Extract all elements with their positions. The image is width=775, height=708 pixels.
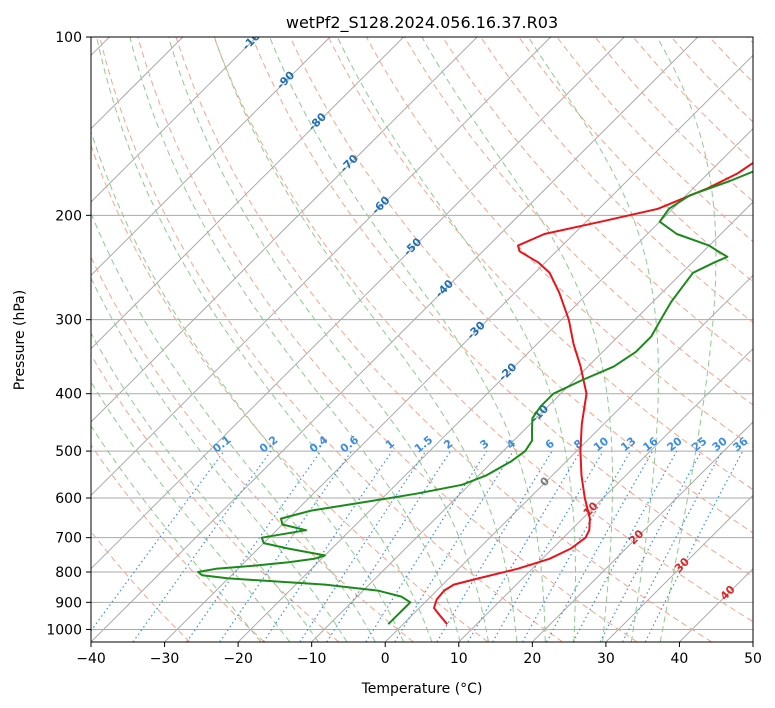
isotherm-line (91, 37, 552, 497)
moist-adiabat-line (91, 277, 348, 642)
y-tick-label: 200 (55, 208, 82, 224)
dry-adiabat-line (251, 37, 753, 578)
x-tick-label: 20 (523, 651, 541, 667)
isotherm-line (91, 37, 331, 277)
moist-adiabat-line (213, 37, 518, 642)
moist-adiabat-line (269, 37, 546, 642)
moist-adiabat-line (91, 425, 262, 642)
y-tick-label: 300 (55, 313, 82, 329)
y-tick-label: 1000 (46, 622, 82, 638)
x-tick-label: 10 (450, 651, 468, 667)
moist-adiabat-line (91, 332, 319, 642)
mixing-ratio-line (365, 450, 488, 642)
y-tick-label: 500 (55, 444, 82, 460)
x-tick-label: −10 (297, 651, 327, 667)
isotherm-line (458, 347, 753, 642)
isotherm-line (605, 494, 753, 642)
moist-adiabat-line (91, 380, 291, 642)
dry-adiabat-line (213, 37, 753, 623)
x-tick-label: −40 (76, 651, 106, 667)
y-tick-label: 600 (55, 491, 82, 507)
dry-adiabat-line (365, 37, 753, 448)
isotherm-line (91, 37, 404, 350)
x-tick-label: −30 (150, 651, 180, 667)
moist-adiabat-line (129, 37, 461, 642)
dry-adiabat-line (99, 37, 563, 642)
isotherm-line (91, 37, 257, 203)
dry-adiabat-line (91, 256, 414, 642)
mixing-ratio-line (467, 450, 582, 642)
moist-adiabat-line (527, 37, 660, 642)
x-tick-label: 40 (671, 651, 689, 667)
background-lines (91, 37, 753, 642)
moist-adiabat-line (421, 37, 613, 642)
x-tick-label: 0 (381, 651, 390, 667)
y-tick-label: 100 (55, 30, 82, 46)
x-tick-label: 30 (597, 651, 615, 667)
y-tick-label: 700 (55, 531, 82, 547)
plot-frame (90, 36, 754, 643)
dewpoint-profile-line (197, 170, 753, 625)
y-tick-label: 900 (55, 595, 82, 611)
chart-title: wetPf2_S128.2024.056.16.37.R03 (286, 13, 558, 33)
y-tick-label: 400 (55, 387, 82, 403)
y-tick-label: 800 (55, 565, 82, 581)
isotherm-line (384, 274, 753, 642)
moist-adiabat-line (91, 129, 405, 642)
isotherm-line (91, 37, 625, 570)
moist-adiabat-line (91, 211, 376, 642)
mixing-ratio-line (572, 450, 678, 642)
mixing-ratio-line (326, 450, 452, 642)
moist-adiabat-line (96, 37, 433, 642)
mixing-ratio-line (299, 450, 427, 642)
dry-adiabat-line (175, 37, 713, 642)
dry-adiabat-line (91, 444, 265, 642)
y-axis-ticks: 100 200 300 400 500 600 700 800 900 1000 (46, 30, 91, 638)
x-tick-label: −20 (223, 651, 253, 667)
dry-adiabat-line (289, 37, 753, 534)
isotherm-line (91, 37, 478, 423)
moist-adiabat-line (168, 37, 489, 642)
mixing-ratio-line (186, 450, 322, 642)
isotherm-line (91, 37, 699, 642)
isotherm-line (164, 54, 753, 642)
mixing-ratio-line (599, 450, 703, 642)
mixing-ratio-line (262, 450, 393, 642)
isotherm-line (531, 421, 753, 642)
moist-adiabat-line (336, 37, 576, 642)
isotherm-line (237, 127, 753, 642)
mixing-ratio-line (394, 450, 514, 642)
x-tick-label: 50 (744, 651, 762, 667)
moist-adiabat-line (656, 37, 717, 642)
x-axis-label: Temperature (°C) (361, 681, 483, 697)
x-axis-ticks: −40 −30 −20 −10 0 10 20 30 40 50 (76, 642, 762, 667)
dry-adiabat-line (327, 37, 753, 491)
y-axis-label: Pressure (hPa) (12, 290, 28, 390)
mixing-ratio-line (436, 450, 553, 642)
